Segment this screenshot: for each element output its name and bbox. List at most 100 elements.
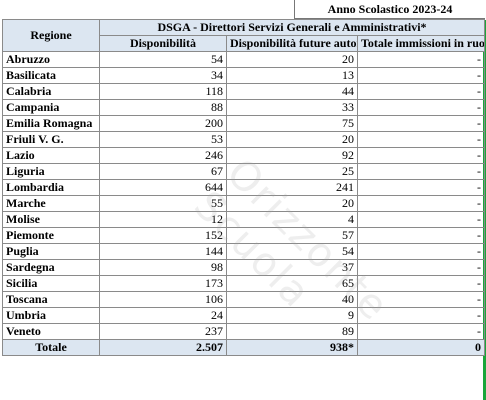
region-cell: Lazio xyxy=(2,147,100,164)
availability-cell: 55 xyxy=(99,195,227,212)
region-cell: Puglia xyxy=(2,243,100,260)
region-cell: Friuli V. G. xyxy=(2,131,100,148)
future-availability-cell: 54 xyxy=(226,243,358,260)
table-row: Lombardia 644 241- xyxy=(2,179,486,196)
future-availability-cell: 89 xyxy=(226,323,358,340)
school-year-label: Anno Scolastico 2023-24 xyxy=(294,0,485,19)
totals-availability: 2.507 xyxy=(99,339,227,356)
region-cell: Lombardia xyxy=(2,179,100,196)
table-row: Lazio 246 92- xyxy=(2,147,486,164)
future-availability-cell: 20 xyxy=(226,195,358,212)
availability-cell: 152 xyxy=(99,227,227,244)
region-cell: Abruzzo xyxy=(2,51,100,68)
table-row: Basilicata 34 13- xyxy=(2,67,486,84)
region-cell: Marche xyxy=(2,195,100,212)
future-availability-cell: 20 xyxy=(226,131,358,148)
total-hires-cell: - xyxy=(356,323,486,340)
table-row: Sicilia 173 65- xyxy=(2,275,486,292)
region-cell: Piemonte xyxy=(2,227,100,244)
total-hires-cell: - xyxy=(356,227,486,244)
table-row: Abruzzo 54 20- xyxy=(2,51,486,68)
future-availability-header: Disponibilità future autorizzate xyxy=(226,35,358,52)
future-availability-cell: 57 xyxy=(226,227,358,244)
table-row: Liguria 67 25- xyxy=(2,163,486,180)
region-header: Regione xyxy=(2,19,100,52)
dsga-table: Regione DSGA - Direttori Servizi General… xyxy=(2,19,486,356)
table-row: Puglia 144 54- xyxy=(2,243,486,260)
availability-cell: 67 xyxy=(99,163,227,180)
availability-cell: 200 xyxy=(99,115,227,132)
table-row: Sardegna 98 37- xyxy=(2,259,486,276)
table-row: Emilia Romagna 200 75- xyxy=(2,115,486,132)
future-availability-cell: 20 xyxy=(226,51,358,68)
availability-cell: 173 xyxy=(99,275,227,292)
table-row: Calabria 118 44- xyxy=(2,83,486,100)
future-availability-cell: 25 xyxy=(226,163,358,180)
totals-label: Totale xyxy=(2,339,100,356)
table-row: Toscana 106 40- xyxy=(2,291,486,308)
total-hires-cell: - xyxy=(356,243,486,260)
table-row: Umbria 24 9- xyxy=(2,307,486,324)
table-row: Molise 12 4- xyxy=(2,211,486,228)
future-availability-cell: 92 xyxy=(226,147,358,164)
future-availability-cell: 44 xyxy=(226,83,358,100)
availability-cell: 53 xyxy=(99,131,227,148)
availability-cell: 237 xyxy=(99,323,227,340)
availability-cell: 144 xyxy=(99,243,227,260)
total-hires-header: Totale immissioni in ruolo per a.s. 2023… xyxy=(356,35,486,52)
region-cell: Umbria xyxy=(2,307,100,324)
table-row: Campania 88 33- xyxy=(2,99,486,116)
future-availability-cell: 13 xyxy=(226,67,358,84)
availability-cell: 98 xyxy=(99,259,227,276)
table-row: Veneto 237 89- xyxy=(2,323,486,340)
availability-cell: 12 xyxy=(99,211,227,228)
total-hires-cell: - xyxy=(356,211,486,228)
region-cell: Liguria xyxy=(2,163,100,180)
region-cell: Calabria xyxy=(2,83,100,100)
availability-cell: 106 xyxy=(99,291,227,308)
total-hires-cell: - xyxy=(356,83,486,100)
availability-cell: 118 xyxy=(99,83,227,100)
total-hires-cell: - xyxy=(356,131,486,148)
total-hires-cell: - xyxy=(356,163,486,180)
availability-cell: 34 xyxy=(99,67,227,84)
availability-cell: 246 xyxy=(99,147,227,164)
future-availability-cell: 241 xyxy=(226,179,358,196)
future-availability-cell: 33 xyxy=(226,99,358,116)
totals-future-availability: 938* xyxy=(226,339,358,356)
region-cell: Campania xyxy=(2,99,100,116)
region-cell: Emilia Romagna xyxy=(2,115,100,132)
dsga-group-header: DSGA - Direttori Servizi Generali e Ammi… xyxy=(98,19,486,36)
region-cell: Veneto xyxy=(2,323,100,340)
total-hires-cell: - xyxy=(356,291,486,308)
region-cell: Sicilia xyxy=(2,275,100,292)
table-row: Piemonte 152 57- xyxy=(2,227,486,244)
table-row: Friuli V. G. 53 20- xyxy=(2,131,486,148)
total-hires-cell: - xyxy=(356,51,486,68)
availability-cell: 644 xyxy=(99,179,227,196)
total-hires-cell: - xyxy=(356,115,486,132)
availability-cell: 88 xyxy=(99,99,227,116)
total-hires-cell: - xyxy=(356,147,486,164)
future-availability-cell: 9 xyxy=(226,307,358,324)
future-availability-cell: 37 xyxy=(226,259,358,276)
total-hires-cell: - xyxy=(356,275,486,292)
availability-cell: 24 xyxy=(99,307,227,324)
region-cell: Sardegna xyxy=(2,259,100,276)
region-cell: Basilicata xyxy=(2,67,100,84)
totals-row: Totale 2.507 938* 0 xyxy=(2,339,486,356)
table-row: Marche 55 20- xyxy=(2,195,486,212)
future-availability-cell: 75 xyxy=(226,115,358,132)
region-cell: Toscana xyxy=(2,291,100,308)
total-hires-cell: - xyxy=(356,67,486,84)
totals-hires: 0 xyxy=(356,339,486,356)
future-availability-cell: 4 xyxy=(226,211,358,228)
total-hires-cell: - xyxy=(356,307,486,324)
total-hires-cell: - xyxy=(356,195,486,212)
total-hires-cell: - xyxy=(356,99,486,116)
total-hires-cell: - xyxy=(356,179,486,196)
future-availability-cell: 65 xyxy=(226,275,358,292)
availability-header: Disponibilità xyxy=(99,35,227,52)
future-availability-cell: 40 xyxy=(226,291,358,308)
availability-cell: 54 xyxy=(99,51,227,68)
